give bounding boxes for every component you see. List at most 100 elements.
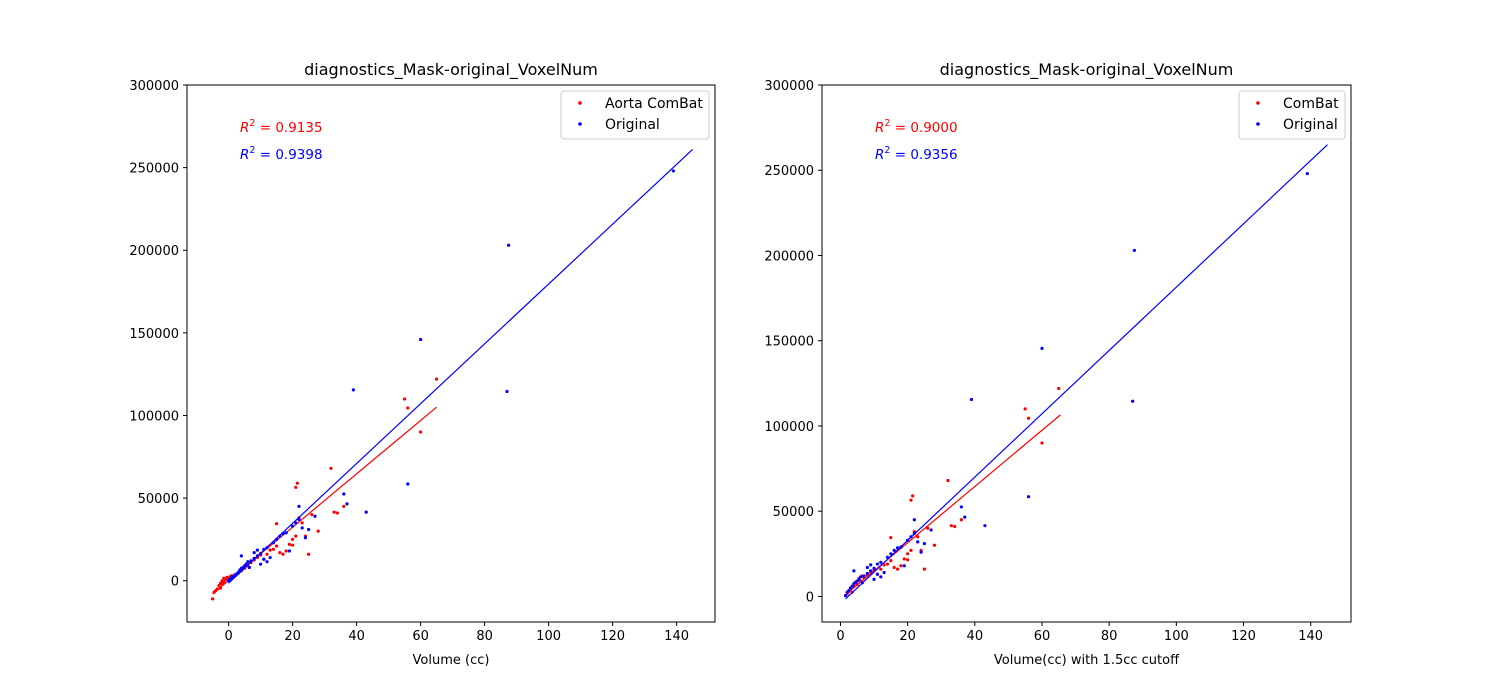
- data-point: [922, 567, 927, 571]
- data-point: [983, 524, 987, 528]
- data-point: [872, 577, 876, 581]
- x-tick-label: 140: [664, 629, 689, 644]
- data-point: [922, 541, 927, 546]
- data-point: [403, 397, 407, 401]
- r-squared-annotation: R2 = 0.9398: [240, 145, 323, 163]
- x-tick-label: 80: [1101, 629, 1118, 644]
- y-tick-label: 150000: [764, 335, 814, 350]
- r-squared-value: = 0.9000: [890, 120, 957, 136]
- data-point: [850, 584, 854, 588]
- data-point: [919, 550, 923, 554]
- data-point: [281, 552, 285, 556]
- data-point: [249, 559, 253, 563]
- data-point: [303, 536, 307, 540]
- y-tick-label: 250000: [764, 164, 814, 179]
- data-point: [271, 541, 275, 545]
- data-point: [963, 515, 967, 519]
- x-tick-label: 20: [284, 629, 301, 644]
- r-squared-value: = 0.9135: [255, 120, 322, 136]
- data-point: [268, 548, 272, 552]
- data-point: [875, 562, 880, 566]
- data-point: [909, 548, 913, 553]
- data-point: [926, 526, 930, 530]
- data-point: [313, 514, 317, 518]
- data-point: [262, 547, 266, 551]
- data-point: [869, 563, 873, 567]
- x-tick-label: 40: [967, 629, 984, 644]
- data-point: [222, 580, 226, 584]
- data-point: [902, 557, 906, 561]
- data-point: [278, 551, 282, 555]
- data-point: [1040, 346, 1044, 350]
- data-point: [275, 544, 279, 548]
- x-tick-label: 40: [348, 629, 365, 644]
- data-point: [223, 578, 227, 582]
- y-tick-label: 200000: [129, 244, 179, 259]
- data-point: [255, 554, 259, 558]
- x-tick-label: 140: [1298, 629, 1323, 644]
- data-point: [281, 532, 285, 536]
- legend-label: Aorta ComBat: [605, 96, 703, 112]
- y-tick-label: 200000: [764, 249, 814, 264]
- data-point: [902, 564, 906, 568]
- legend-marker: [578, 122, 582, 126]
- data-point: [307, 552, 311, 556]
- data-point: [860, 581, 864, 585]
- data-point: [879, 575, 883, 579]
- data-point: [435, 377, 439, 381]
- data-point: [297, 504, 301, 508]
- y-tick-label: 50000: [773, 505, 814, 520]
- data-point: [335, 511, 339, 515]
- data-point: [219, 586, 223, 590]
- data-point: [345, 502, 349, 506]
- x-tick-label: 20: [899, 629, 916, 644]
- data-point: [885, 555, 890, 559]
- data-point: [859, 575, 863, 579]
- data-point: [1026, 416, 1031, 420]
- data-point: [852, 569, 856, 573]
- r-squared-annotation: R2 = 0.9000: [875, 118, 958, 136]
- data-point: [291, 537, 295, 541]
- data-point: [912, 531, 916, 535]
- data-point: [291, 524, 295, 528]
- data-point: [255, 548, 259, 552]
- data-point: [406, 406, 410, 410]
- data-point: [899, 545, 903, 549]
- superscript: 2: [884, 145, 890, 156]
- data-point: [872, 566, 876, 570]
- data-point: [895, 567, 900, 571]
- x-tick-label: 0: [224, 629, 232, 644]
- data-point: [505, 389, 509, 394]
- data-point: [1131, 399, 1135, 403]
- data-point: [959, 518, 963, 522]
- legend-box: [1238, 90, 1346, 140]
- data-point: [265, 552, 269, 556]
- data-point: [419, 430, 423, 434]
- data-point: [262, 557, 266, 561]
- data-point: [1057, 386, 1061, 391]
- r-squared-annotation: R2 = 0.9356: [875, 145, 958, 163]
- legend-marker: [578, 101, 582, 105]
- data-point: [239, 554, 243, 558]
- data-point: [247, 565, 251, 570]
- legend: Aorta ComBat Original: [560, 90, 710, 140]
- data-point: [906, 538, 910, 542]
- data-point: [294, 534, 298, 538]
- data-point: [244, 562, 248, 566]
- data-point: [895, 546, 900, 550]
- x-axis-label: Volume(cc) with 1.5cc cutoff: [994, 653, 1180, 668]
- data-point: [275, 522, 279, 526]
- data-point: [236, 570, 240, 575]
- data-point: [1026, 495, 1031, 499]
- data-point: [843, 593, 848, 598]
- data-point: [259, 562, 263, 566]
- chart-title: diagnostics_Mask-original_VoxelNum: [304, 60, 598, 80]
- data-point: [271, 547, 275, 551]
- data-point: [865, 571, 869, 576]
- data-point: [889, 552, 893, 556]
- data-point: [294, 485, 298, 489]
- plot-frame: [186, 84, 716, 623]
- data-point: [949, 524, 953, 528]
- data-point: [879, 567, 883, 571]
